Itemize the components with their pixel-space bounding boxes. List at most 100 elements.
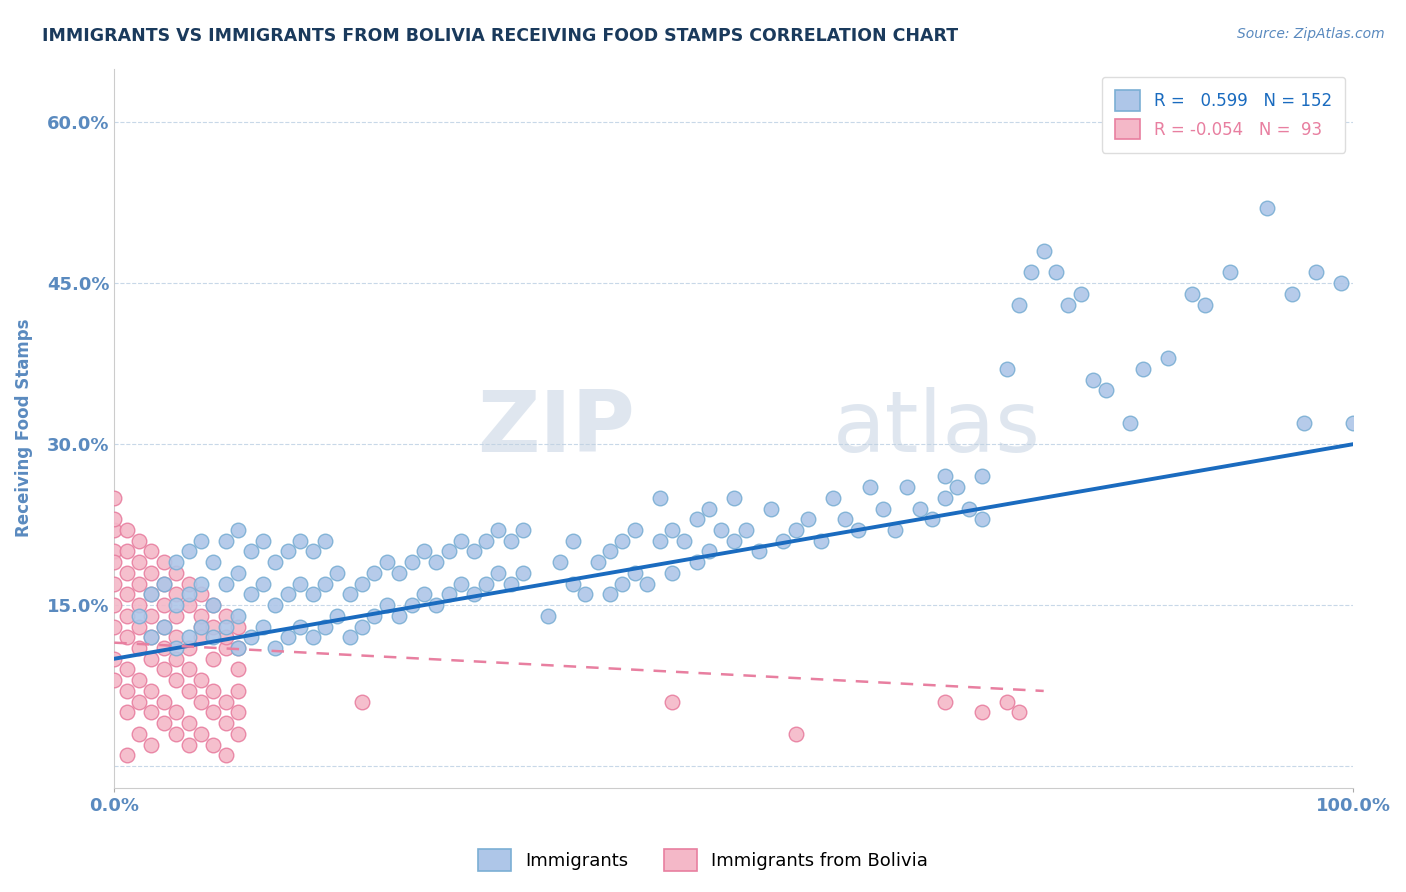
Point [612,533,634,548]
Point [153,598,176,612]
Point [550,555,572,569]
Point [177,663,200,677]
Point [648,533,671,548]
Point [623,523,645,537]
Point [661,523,683,537]
Point [141,566,163,580]
Point [1008,297,1031,311]
Point [486,566,509,580]
Point [103,576,125,591]
Point [165,566,187,580]
Point [115,706,138,720]
Point [177,587,200,601]
Point [202,555,225,569]
Point [326,608,349,623]
Point [153,555,176,569]
Point [165,608,187,623]
Point [177,640,200,655]
Point [190,576,212,591]
Point [141,738,163,752]
Point [202,598,225,612]
Point [128,608,150,623]
Point [103,544,125,558]
Point [785,727,807,741]
Point [215,630,238,644]
Point [190,619,212,633]
Y-axis label: Receiving Food Stamps: Receiving Food Stamps [15,318,32,537]
Point [190,533,212,548]
Point [288,576,311,591]
Point [165,640,187,655]
Point [177,630,200,644]
Point [301,630,323,644]
Point [1256,201,1278,215]
Point [177,716,200,731]
Point [141,630,163,644]
Point [970,512,993,526]
Point [723,533,745,548]
Point [103,652,125,666]
Point [1181,286,1204,301]
Point [103,598,125,612]
Point [115,684,138,698]
Point [537,608,560,623]
Point [115,663,138,677]
Point [772,533,794,548]
Point [934,695,956,709]
Point [1057,297,1080,311]
Point [226,640,249,655]
Point [153,640,176,655]
Point [475,533,498,548]
Point [339,587,361,601]
Point [141,587,163,601]
Point [388,608,411,623]
Point [1119,416,1142,430]
Point [401,598,423,612]
Point [748,544,770,558]
Point [165,673,187,688]
Point [115,523,138,537]
Point [239,544,262,558]
Point [215,640,238,655]
Point [352,576,374,591]
Point [215,533,238,548]
Point [215,695,238,709]
Point [859,480,882,494]
Point [785,523,807,537]
Legend: R =   0.599   N = 152, R = -0.054   N =  93: R = 0.599 N = 152, R = -0.054 N = 93 [1102,77,1346,153]
Point [735,523,758,537]
Point [661,566,683,580]
Point [599,587,621,601]
Point [1219,265,1241,279]
Point [1343,416,1365,430]
Point [226,684,249,698]
Point [661,695,683,709]
Point [226,619,249,633]
Point [190,695,212,709]
Point [215,576,238,591]
Point [872,501,894,516]
Point [141,587,163,601]
Point [177,576,200,591]
Point [599,544,621,558]
Point [202,598,225,612]
Point [759,501,782,516]
Point [190,630,212,644]
Text: atlas: atlas [832,386,1040,469]
Point [499,533,522,548]
Point [177,738,200,752]
Legend: Immigrants, Immigrants from Bolivia: Immigrants, Immigrants from Bolivia [471,842,935,879]
Point [834,512,856,526]
Point [115,566,138,580]
Point [288,533,311,548]
Point [413,587,436,601]
Point [463,587,485,601]
Point [1070,286,1092,301]
Point [512,523,534,537]
Point [165,727,187,741]
Point [141,544,163,558]
Point [103,491,125,505]
Point [425,598,447,612]
Point [934,491,956,505]
Point [339,630,361,644]
